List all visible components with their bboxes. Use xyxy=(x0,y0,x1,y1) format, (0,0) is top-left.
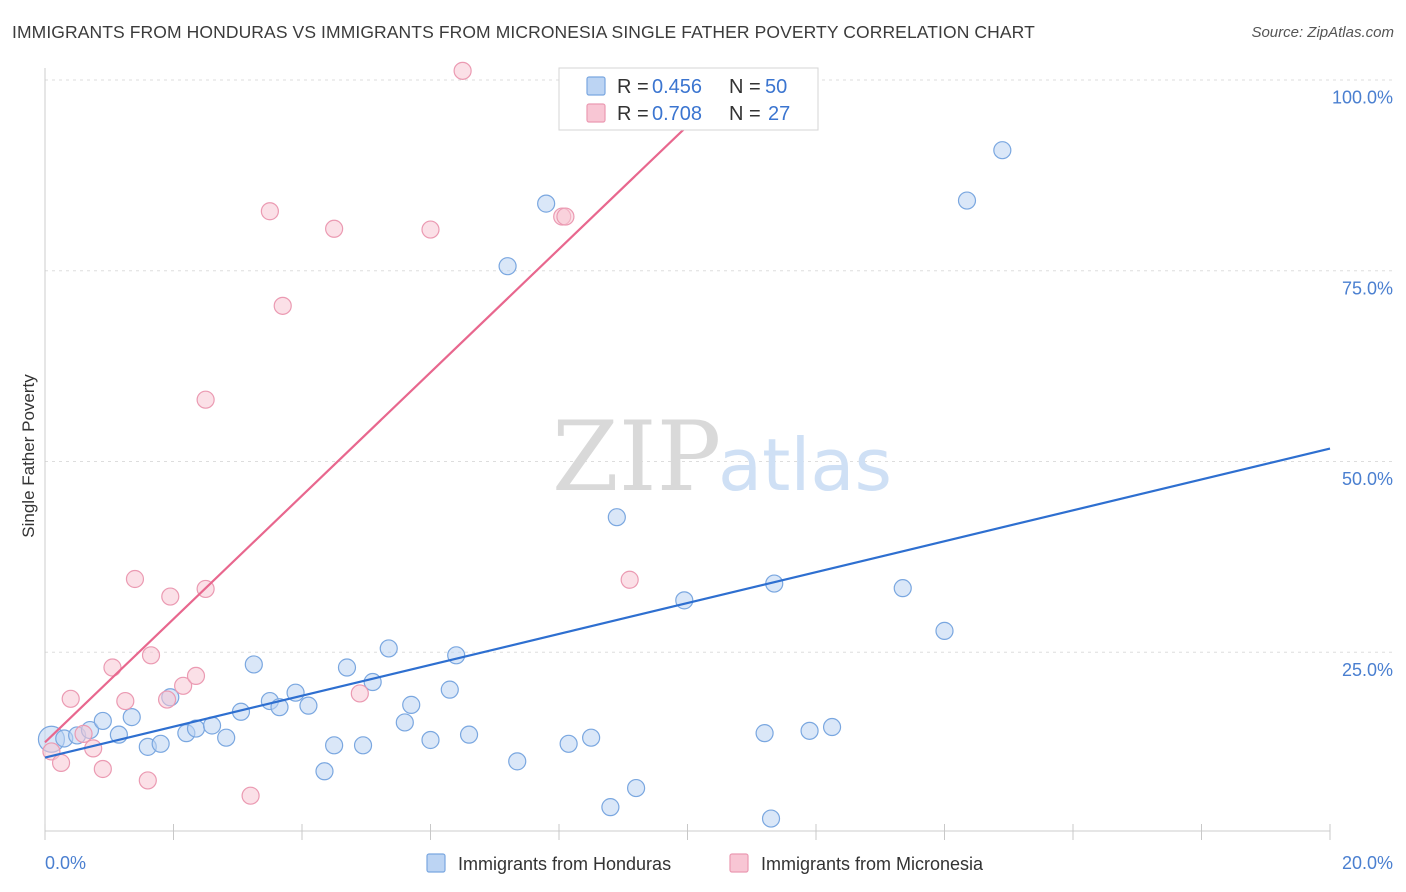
bottom-legend-swatch-micronesia xyxy=(729,853,749,873)
y-axis-label: Single Father Poverty xyxy=(19,374,38,538)
x-tick-label-min: 0.0% xyxy=(45,853,86,873)
honduras-trend-line xyxy=(44,447,1331,759)
honduras-point-33 xyxy=(508,752,527,771)
honduras-point-30 xyxy=(447,646,466,665)
micronesia-point-8 xyxy=(125,569,145,589)
bottom-legend-swatch-honduras xyxy=(426,853,446,873)
micronesia-point-19 xyxy=(273,296,292,315)
micronesia-point-7 xyxy=(116,691,135,711)
micronesia-point-9 xyxy=(138,771,157,790)
trend-lines xyxy=(44,124,1331,759)
micronesia-point-10 xyxy=(141,646,161,665)
micronesia-point-3 xyxy=(74,724,93,743)
y-tick-label-2: 50.0% xyxy=(1342,469,1393,489)
micronesia-point-23 xyxy=(453,61,472,80)
watermark-atlas: atlas xyxy=(718,423,892,507)
micronesia-point-14 xyxy=(186,666,206,686)
honduras-point-28 xyxy=(421,730,440,750)
source-credit: Source: ZipAtlas.com xyxy=(1251,24,1394,41)
micronesia-point-25 xyxy=(556,207,575,226)
honduras-point-31 xyxy=(459,725,479,744)
legend-swatch-micronesia xyxy=(586,103,606,123)
honduras-point-48 xyxy=(957,191,977,210)
honduras-point-44 xyxy=(800,721,819,740)
micronesia-point-2 xyxy=(61,689,80,708)
honduras-point-35 xyxy=(559,734,578,753)
y-tick-label-0: 100.0% xyxy=(1332,88,1393,108)
y-tick-label-3: 25.0% xyxy=(1342,660,1393,680)
honduras-point-15 xyxy=(244,655,263,674)
micronesia-point-22 xyxy=(421,220,440,239)
y-tick-labels: 100.0% 75.0% 50.0% 25.0% xyxy=(1332,88,1393,680)
micronesia-point-17 xyxy=(241,786,260,805)
legend-box: R = 0.456 N = 50 R = 0.708 N = 27 xyxy=(558,67,819,131)
micronesia-point-1 xyxy=(51,753,71,772)
honduras-point-47 xyxy=(935,621,954,640)
gridlines xyxy=(45,79,1393,653)
honduras-point-49 xyxy=(993,141,1012,160)
micronesia-point-6 xyxy=(103,658,122,677)
x-ticks xyxy=(44,824,1331,840)
legend-r-value-0: 0.456 xyxy=(652,76,702,98)
legend-swatch-honduras xyxy=(586,76,606,96)
micronesia-point-11 xyxy=(157,690,177,709)
chart-title: IMMIGRANTS FROM HONDURAS VS IMMIGRANTS F… xyxy=(12,22,1035,42)
honduras-point-34 xyxy=(537,194,556,213)
bottom-legend: Immigrants from Honduras Immigrants from… xyxy=(426,853,984,874)
honduras-point-41 xyxy=(755,724,774,743)
honduras-point-19 xyxy=(299,696,318,715)
micronesia-points xyxy=(42,61,639,805)
legend-n-value-0: 50 xyxy=(765,76,787,98)
bottom-legend-label-micronesia: Immigrants from Micronesia xyxy=(761,854,984,874)
honduras-point-22 xyxy=(337,658,357,677)
legend-r-label-1: R = xyxy=(617,103,649,125)
honduras-point-42 xyxy=(761,809,781,828)
honduras-point-45 xyxy=(822,717,842,737)
honduras-point-36 xyxy=(582,728,601,747)
watermark-zip: ZIP xyxy=(552,401,721,513)
legend-r-label-0: R = xyxy=(617,76,649,98)
honduras-point-32 xyxy=(498,257,517,276)
honduras-point-8 xyxy=(151,734,170,753)
micronesia-point-16 xyxy=(196,390,215,409)
micronesia-point-12 xyxy=(161,587,180,606)
honduras-point-21 xyxy=(325,736,344,755)
y-tick-label-1: 75.0% xyxy=(1342,278,1393,298)
legend-n-label-0: N = xyxy=(729,76,761,98)
bottom-legend-label-honduras: Immigrants from Honduras xyxy=(458,854,671,874)
micronesia-point-18 xyxy=(260,202,279,221)
honduras-point-38 xyxy=(607,508,626,527)
honduras-point-23 xyxy=(353,736,373,755)
honduras-point-26 xyxy=(395,713,414,732)
micronesia-point-26 xyxy=(620,570,639,589)
legend-n-label-1: N = xyxy=(729,103,761,125)
honduras-point-29 xyxy=(440,680,459,699)
micronesia-point-5 xyxy=(93,759,112,779)
honduras-point-46 xyxy=(893,579,912,598)
micronesia-trend-line xyxy=(44,124,689,744)
honduras-point-39 xyxy=(626,778,646,798)
honduras-point-27 xyxy=(402,695,421,714)
honduras-point-20 xyxy=(315,762,334,781)
micronesia-point-13 xyxy=(174,676,193,695)
micronesia-point-20 xyxy=(325,219,344,238)
legend-n-value-1: 27 xyxy=(768,103,790,125)
honduras-point-6 xyxy=(122,708,141,727)
micronesia-point-21 xyxy=(350,684,369,703)
honduras-point-13 xyxy=(217,728,236,747)
x-tick-label-max: 20.0% xyxy=(1342,853,1393,873)
legend-r-value-1: 0.708 xyxy=(652,103,702,125)
honduras-point-25 xyxy=(379,639,398,658)
honduras-point-37 xyxy=(601,798,620,817)
honduras-point-4 xyxy=(93,711,112,731)
